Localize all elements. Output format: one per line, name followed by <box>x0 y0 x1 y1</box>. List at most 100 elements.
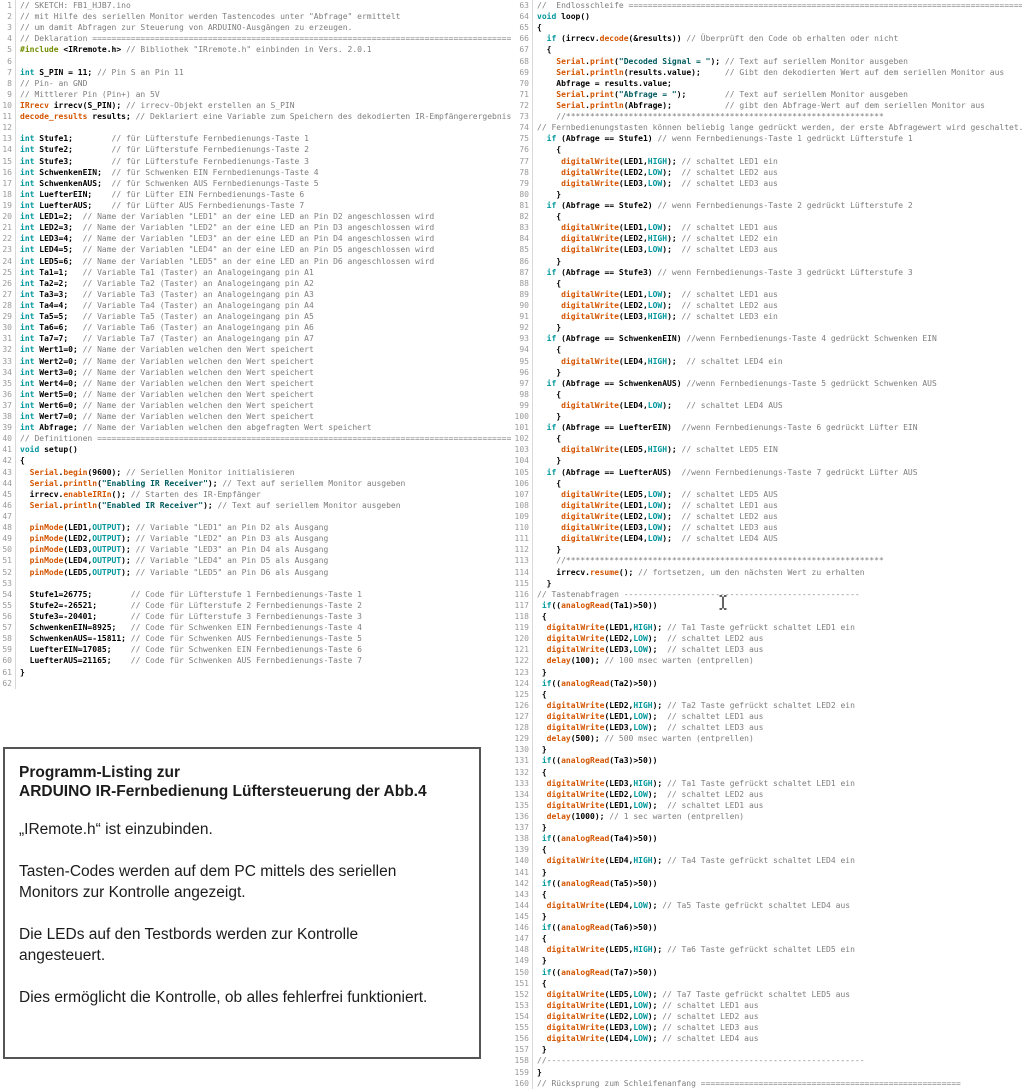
code-line[interactable]: 32 int Wert1=0; // Name der Variablen wel… <box>0 344 511 356</box>
code-line[interactable]: 113 //**********************************… <box>511 555 1022 567</box>
code-text[interactable]: } <box>537 667 547 677</box>
code-text[interactable]: void setup() <box>20 445 78 455</box>
code-text[interactable]: // Tastenabfragen ----------------------… <box>537 589 860 599</box>
code-text[interactable]: pinMode(LED1,OUTPUT); // Variable "LED1"… <box>29 523 329 533</box>
code-line[interactable]: 14 int Stufe2; // für Lüfterstufe Fernbed… <box>0 144 511 156</box>
code-line[interactable]: 55 Stufe2=-26521; // Code für Lüfterstuf… <box>0 599 511 612</box>
code-text[interactable]: int Stufe1; // für Lüfterstufe Fernbedie… <box>20 134 309 144</box>
code-text[interactable]: } <box>537 323 562 333</box>
code-text[interactable]: } <box>537 189 562 199</box>
code-line[interactable]: 74 // Fernbedienungstasten können beliebi… <box>511 122 1022 134</box>
code-line[interactable]: 66 if (irrecv.decode(&results)) // Überp… <box>511 33 1022 45</box>
code-line[interactable]: 101 if (Abfrage == LuefterEIN) //wenn Fe… <box>511 422 1022 434</box>
code-text[interactable]: if((analogRead(Ta6)>50)) <box>541 923 658 933</box>
code-text[interactable]: { <box>537 845 547 855</box>
code-line[interactable]: 1 // SKETCH: FB1_HJB7.ino <box>0 0 511 12</box>
code-text[interactable]: Stufe3=-20401; // Code für Lüfterstufe 3… <box>20 612 362 622</box>
code-line[interactable]: 80 } <box>511 188 1022 200</box>
code-text[interactable]: int Ta7=7; // Variable Ta7 (Taster) an A… <box>20 334 314 344</box>
code-line[interactable]: 46 Serial.println("Enabled IR Receiver")… <box>0 499 511 512</box>
code-text[interactable]: digitalWrite(LED1,LOW); // schaltet LED1… <box>546 1000 759 1010</box>
code-text[interactable]: digitalWrite(LED3,HIGH); // schaltet LED… <box>561 312 778 322</box>
code-text[interactable]: digitalWrite(LED5,HIGH); // Ta6 Taste ge… <box>546 945 855 955</box>
code-text[interactable]: //--------------------------------------… <box>537 1056 865 1066</box>
code-line[interactable]: 137 } <box>511 822 1022 834</box>
code-line[interactable]: 61} <box>0 666 511 678</box>
code-text[interactable]: int LuefterEIN; // für Lüfter EIN Fernbe… <box>20 189 305 199</box>
code-line[interactable]: 17 int SchwenkenAUS; // für Schwenken AUS… <box>0 177 511 189</box>
code-line[interactable]: 87 if (Abfrage == Stufe3) // wenn Fernbe… <box>511 266 1022 278</box>
code-line[interactable]: 69 Serial.println(results.value); // Gib… <box>511 66 1022 78</box>
code-line[interactable]: 116 // Tastenabfragen -------------------… <box>511 588 1022 600</box>
code-line[interactable]: 28 int Ta4=4; // Variable Ta4 (Taster) an… <box>0 299 511 312</box>
code-text[interactable]: Serial.println(Abfrage); // gibt den Abf… <box>556 100 985 110</box>
code-line[interactable]: 26 int Ta2=2; // Variable Ta2 (Taster) an… <box>0 277 511 289</box>
code-text[interactable]: digitalWrite(LED3,LOW); // schaltet LED3… <box>561 245 778 255</box>
code-text[interactable]: if (Abfrage == SchwenkenAUS) //wenn Fern… <box>546 378 937 388</box>
code-text[interactable]: digitalWrite(LED4,HIGH); // Ta4 Taste ge… <box>546 856 855 866</box>
code-text[interactable]: digitalWrite(LED1,LOW); // schaltet LED1… <box>546 712 764 721</box>
code-text[interactable]: { <box>537 145 562 155</box>
code-line[interactable]: 27 int Ta3=3; // Variable Ta3 (Taster) an… <box>0 288 511 300</box>
code-line[interactable]: 16 int SchwenkenEIN; // für Schwenken EIN… <box>0 166 511 178</box>
code-line[interactable]: 105 if (Abfrage == LuefterAUS) //wenn Fe… <box>511 466 1022 478</box>
code-line[interactable]: 42 { <box>0 455 511 467</box>
code-text[interactable]: digitalWrite(LED3,LOW); // schaltet LED3… <box>546 723 764 733</box>
code-text[interactable]: // Endlosschleife ======================… <box>537 1 1022 10</box>
code-text[interactable]: if (Abfrage == Stufe1) // wenn Fernbedie… <box>546 134 913 144</box>
code-line[interactable]: 68 Serial.print("Decoded Signal = "); //… <box>511 55 1022 67</box>
code-text[interactable]: int LED3=4; // Name der Variablen "LED3"… <box>20 234 435 244</box>
code-text[interactable]: int Wert1=0; // Name der Variablen welch… <box>20 345 314 355</box>
code-line[interactable]: 59 LuefterEIN=17085; // Code für Schwenk… <box>0 644 511 656</box>
code-text[interactable]: digitalWrite(LED3,LOW); // schaltet LED3… <box>561 178 778 188</box>
code-line[interactable]: 149 } <box>511 955 1022 967</box>
code-line[interactable]: 29 int Ta5=5; // Variable Ta5 (Taster) an… <box>0 311 511 323</box>
code-text[interactable]: int Ta6=6; // Variable Ta6 (Taster) an A… <box>20 323 314 333</box>
code-line[interactable]: 145 } <box>511 910 1022 923</box>
code-text[interactable]: if((analogRead(Ta2)>50)) <box>541 678 658 688</box>
code-text[interactable]: { <box>537 45 552 55</box>
code-line[interactable]: 3 // um damit Abfragen zur Steuerung von … <box>0 22 511 34</box>
code-text[interactable] <box>16 578 20 589</box>
code-line[interactable]: 100 } <box>511 411 1022 423</box>
code-text[interactable]: digitalWrite(LED2,LOW); // schaltet LED2… <box>561 300 778 310</box>
code-text[interactable]: int SchwenkenEIN; // für Schwenken EIN F… <box>20 167 319 177</box>
code-text[interactable]: int Ta3=3; // Variable Ta3 (Taster) an A… <box>20 289 314 299</box>
code-line[interactable]: 131 if((analogRead(Ta3)>50)) <box>511 755 1022 767</box>
code-line[interactable]: 24 int LED5=6; // Name der Variablen "LED… <box>0 255 511 267</box>
code-line[interactable]: 84 digitalWrite(LED2,HIGH); // schaltet … <box>511 233 1022 245</box>
code-text[interactable]: digitalWrite(LED1,LOW); // schaltet LED1… <box>561 289 778 299</box>
code-line[interactable]: 115 } <box>511 577 1022 589</box>
code-line[interactable]: 23 int LED4=5; // Name der Variablen "LED… <box>0 244 511 256</box>
code-line[interactable]: 40 // Definitionen ======================… <box>0 433 511 445</box>
code-text[interactable]: digitalWrite(LED2,HIGH); // Ta2 Taste ge… <box>546 700 855 710</box>
code-text[interactable]: Serial.println("Enabling IR Receiver"); … <box>29 478 406 488</box>
code-text[interactable]: // Deklaration =========================… <box>20 34 511 44</box>
code-text[interactable]: if (Abfrage == SchwenkenEIN) //wenn Fern… <box>546 334 937 344</box>
code-text[interactable]: { <box>537 345 562 355</box>
code-text[interactable]: int Abfrage; // Name der Variablen welch… <box>20 423 372 433</box>
code-line[interactable]: 142 if((analogRead(Ta5)>50)) <box>511 877 1022 889</box>
code-text[interactable]: int LED1=2; // Name der Variablen "LED1"… <box>20 212 435 222</box>
code-text[interactable]: // um damit Abfragen zur Steuerung von A… <box>20 23 353 33</box>
code-line[interactable]: 54 Stufe1=26775; // Code für Lüfterstufe… <box>0 588 511 600</box>
code-line[interactable]: 117 if((analogRead(Ta1)>50)) <box>511 599 1022 612</box>
code-line[interactable]: 92 } <box>511 322 1022 334</box>
code-line[interactable]: 82 { <box>511 211 1022 223</box>
code-text[interactable]: // Pin- an GND <box>20 78 88 88</box>
code-line[interactable]: 57 SchwenkenEIN=8925; // Code für Schwen… <box>0 622 511 634</box>
code-text[interactable]: } <box>537 1045 547 1055</box>
code-line[interactable]: 114 irrecv.resume(); // fortsetzen, um d… <box>511 566 1022 578</box>
code-line[interactable]: 140 digitalWrite(LED4,HIGH); // Ta4 Tast… <box>511 855 1022 867</box>
code-text[interactable]: if((analogRead(Ta4)>50)) <box>541 834 658 844</box>
code-text[interactable]: // SKETCH: FB1_HJB7.ino <box>20 1 131 10</box>
code-line[interactable]: 63 // Endlosschleife ====================… <box>511 0 1022 12</box>
code-line[interactable]: 22 int LED3=4; // Name der Variablen "LED… <box>0 233 511 245</box>
code-text[interactable]: delay(500); // 500 msec warten (entprell… <box>546 734 754 744</box>
code-line[interactable]: 70 Abfrage = results.value; <box>511 77 1022 89</box>
code-text[interactable]: int Ta5=5; // Variable Ta5 (Taster) an A… <box>20 312 314 322</box>
code-text[interactable]: Abfrage = results.value; <box>537 78 672 88</box>
code-editor-left-column[interactable]: 1 // SKETCH: FB1_HJB7.ino 2 // mit Hilfe de… <box>0 0 511 720</box>
code-text[interactable]: { <box>537 767 547 777</box>
code-line[interactable]: 33 int Wert2=0; // Name der Variablen wel… <box>0 355 511 367</box>
